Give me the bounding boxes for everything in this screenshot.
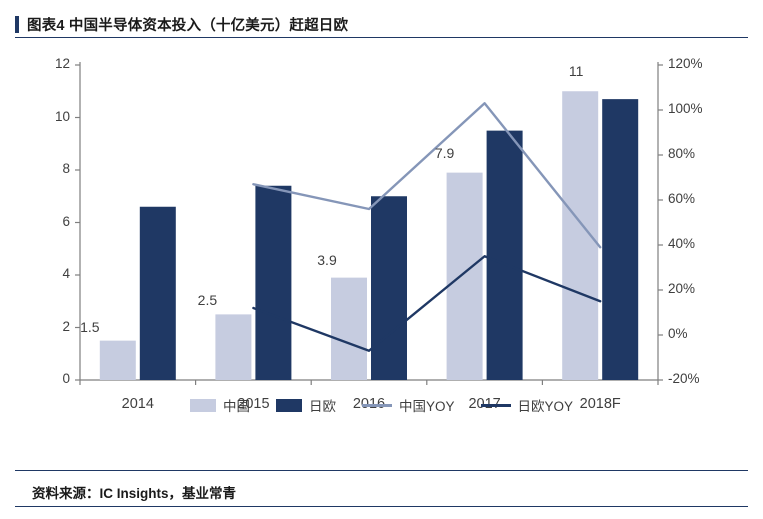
y-axis-left-tick-label: 8 [62,161,70,176]
legend-label: 日欧 [308,399,336,414]
y-axis-right-tick-label: 60% [668,191,696,206]
bar-日欧-2018F [602,99,639,380]
legend-swatch-bar-icon [275,398,302,412]
y-axis-right-tick-label: 40% [668,236,696,251]
bar-中国-2016 [331,277,367,380]
legend-item[interactable]: 中国 [189,395,250,415]
legend-swatch-line-icon [361,403,392,407]
chart-plot-svg [75,62,663,385]
bar-value-label: 3.9 [317,251,337,268]
bar-中国-2014 [99,340,136,380]
y-axis-left-tick-label: 10 [54,108,70,124]
bar-日欧-2015 [255,185,292,380]
y-axis-right-tick-label: 20% [668,281,696,296]
legend-label: 中国 [222,399,250,414]
legend-swatch-bar-icon [189,398,216,412]
page-title: 图表4 中国半导体资本投入（十亿美元）赶超日欧 [27,17,349,34]
y-axis-left-tick-label: 0 [62,371,70,386]
x-axis-tick-label: 2015 [237,396,270,412]
legend-item[interactable]: 日欧YOY [480,395,574,415]
x-axis-tick-label: 2018F [579,396,621,412]
y-axis-left-tick-label: 4 [62,266,70,281]
y-axis-right-tick-label: 0% [668,326,688,341]
y-axis-right-tick-label: 120% [668,56,703,71]
legend-label: 中国YOY [398,399,455,414]
line-日欧YOY [252,255,602,352]
line-中国YOY [252,102,602,249]
legend-label: 日欧YOY [517,399,574,414]
x-axis-tick-label: 2014 [121,396,154,412]
bar-中国-2017 [446,172,483,380]
bar-中国-2015 [215,314,252,380]
legend-item[interactable]: 中国YOY [361,395,455,415]
footer-divider-top [15,470,748,471]
bar-value-label: 7.9 [434,144,455,161]
bar-value-label: 1.5 [80,318,100,335]
title-accent-bar [15,15,19,33]
y-axis-right-tick-label: 80% [668,146,696,161]
legend-swatch-line-icon [480,403,511,407]
y-axis-left-tick-label: 2 [62,318,70,334]
legend-item[interactable]: 日欧 [275,395,336,415]
bar-value-label: 2.5 [197,292,218,309]
bar-value-label: 11 [568,63,584,80]
source-note: 资料来源：IC Insights，基业常青 [32,486,237,501]
figure-title-bar: 图表4 中国半导体资本投入（十亿美元）赶超日欧 [15,10,748,38]
chart-canvas: 0 2 4 6 8 10 12 -20% 0% 20% 40% 60% 80% 100% 120% 2014 2… [0,40,763,465]
y-axis-right-tick-label: -20% [668,371,700,386]
y-axis-right-tick-label: 100% [668,101,703,116]
y-axis-left-tick-label: 6 [62,213,70,229]
bar-中国-2018F [562,91,599,380]
footer-divider-bottom [15,506,748,507]
title-divider [15,37,748,38]
chart-legend: 中国 日欧 中国YOY 日欧YOY [0,395,763,415]
y-axis-left-tick-label: 12 [54,56,70,71]
bar-日欧-2014 [139,206,176,380]
bar-日欧-2017 [486,130,523,380]
bar-日欧-2016 [371,196,407,380]
